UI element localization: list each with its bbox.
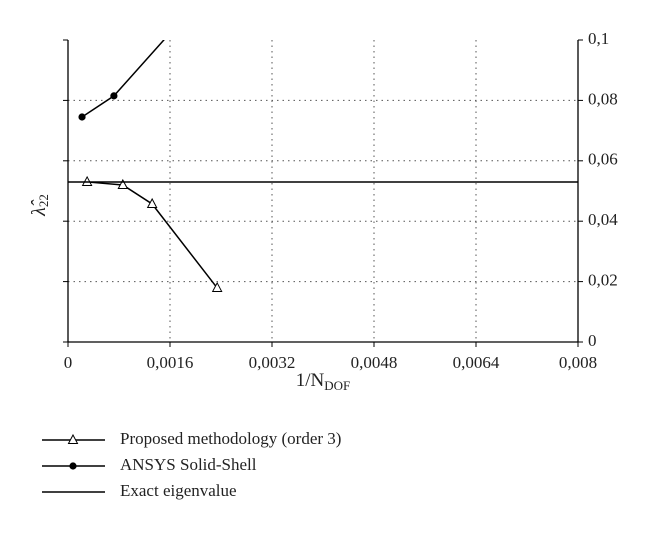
y-tick-label: 0,06 <box>588 150 618 169</box>
x-axis-label-main: 1/N <box>296 370 325 391</box>
marker <box>110 92 118 100</box>
legend-label: Proposed methodology (order 3) <box>120 429 341 448</box>
y-tick-label: 0,04 <box>588 210 618 229</box>
x-tick-label: 0,0016 <box>147 353 194 372</box>
marker <box>211 281 223 292</box>
marker <box>179 15 186 22</box>
series-line <box>81 40 165 118</box>
x-axis-label: 1/NDOF <box>296 370 351 393</box>
plot-area <box>68 15 578 292</box>
y-axis-label-sub: 22 <box>36 194 51 207</box>
x-tick-label: 0,008 <box>559 353 597 372</box>
y-tick-label: 0,1 <box>588 29 609 48</box>
x-tick-label: 0,0048 <box>351 353 398 372</box>
legend-label: Exact eigenvalue <box>120 481 237 500</box>
series-line <box>87 181 218 289</box>
y-tick-label: 0,08 <box>588 89 618 108</box>
legend-label: ANSYS Solid-Shell <box>120 455 257 474</box>
y-axis-label: λ̂22 <box>28 194 51 217</box>
x-tick-label: 0,0064 <box>453 353 500 372</box>
marker <box>146 197 158 208</box>
y-tick-label: 0,02 <box>588 271 618 290</box>
x-tick-label: 0 <box>64 353 73 372</box>
marker <box>78 113 86 121</box>
marker <box>117 178 129 189</box>
x-axis-label-sub: DOF <box>324 378 350 393</box>
legend-marker <box>67 433 79 444</box>
legend-marker <box>69 462 77 470</box>
y-tick-label: 0 <box>588 331 597 350</box>
x-tick-label: 0,0032 <box>249 353 296 372</box>
